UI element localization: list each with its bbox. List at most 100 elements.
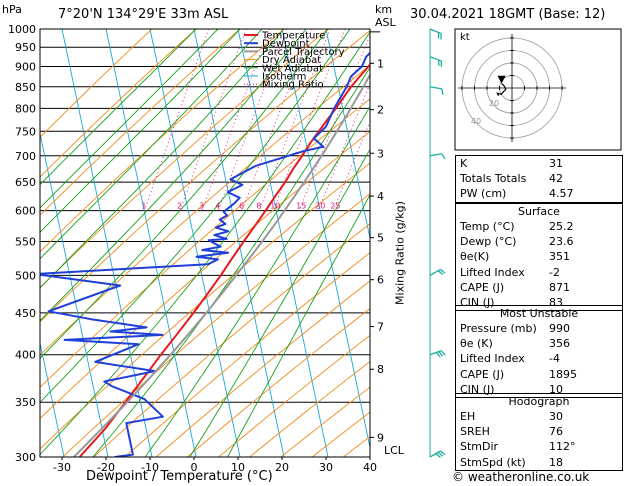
mixing-ratio-label: 15 [296,202,306,211]
index-row: Lifted Index -4 [460,352,560,366]
height-unit: km [375,3,393,16]
pressure-tick-label: 350 [15,396,36,409]
dry-adiabat-line [40,29,329,289]
isotherm-line [149,29,241,457]
km-tick-label: 5 [377,232,384,245]
wet-adiabat-line [40,29,329,360]
wind-barb-staff [429,28,442,35]
hodograph-title: Hodograph [508,395,570,408]
wind-barb-flag [437,451,444,457]
pressure-tick-label: 650 [15,176,36,189]
wet-adiabat-line [227,193,370,457]
pressure-tick-label: 600 [15,205,36,218]
pressure-tick-label: 750 [15,125,36,138]
wet-adiabat-line [40,29,307,322]
dry-adiabat-line [40,64,370,356]
km-tick-label: 1 [377,57,384,70]
dry-adiabat-line [124,252,370,457]
pressure-tick-label: 400 [15,349,36,362]
mixing-ratio-line [179,29,247,211]
footer-credit: © weatheronline.co.uk [452,470,590,484]
x-tick-label: -20 [97,461,115,474]
legend-label: Dewpoint [262,39,310,50]
wet-adiabat-line [189,148,370,457]
mixing-ratio-label: 20 [315,202,325,211]
legend-label: Temperature [261,31,325,42]
wind-barb-staff [429,86,442,90]
hodograph-unit: kt [460,32,470,43]
height-ref: ASL [375,16,396,29]
hodograph-frame [454,28,622,151]
wind-barb-flag [441,88,444,95]
x-tick-label: 10 [231,461,245,474]
km-tick-label: 7 [377,321,384,334]
mixing-ratio-label: 3 [199,202,204,211]
mixing-ratio-line [217,29,288,211]
index-row: CAPE (J) 1895 [460,367,577,381]
dry-adiabat-line [40,29,241,216]
km-tick-label: 6 [377,274,384,287]
wind-barb-flag [435,453,441,458]
wind-barb-flag [439,450,446,456]
legend-label: Isotherm [262,72,306,83]
indices-top-box: K 31 Totals Totals 42 PW (cm) 4.57 [455,155,623,203]
wet-adiabat-line [40,29,197,186]
dry-adiabat-line [40,162,370,450]
pressure-tick-label: 550 [15,236,36,249]
x-tick-label: 0 [191,461,198,474]
wind-barb-flag [438,351,444,357]
pressure-tick-label: 450 [15,307,36,320]
mixing-ratio-label: 4 [215,202,220,211]
index-row: Totals Totals 42 [460,172,563,186]
pressure-unit: hPa [2,3,22,16]
isotherm-line [237,29,329,457]
index-row: θe (K) 356 [460,337,570,351]
hodograph-ring-label: 40 [471,117,481,126]
isotherm-line [281,29,370,450]
index-row: SREH 76 [460,425,563,439]
wet-adiabat-line [40,29,241,233]
mixing-ratio-label: 25 [330,202,340,211]
km-tick-label: 3 [377,147,384,160]
dry-adiabat-line [40,29,285,253]
km-tick-label: 4 [377,190,384,203]
location-title: 7°20'N 134°29'E 33m ASL [58,7,229,22]
pressure-tick-label: 500 [15,269,36,282]
isotherm-line [193,29,285,457]
dry-adiabat-line [187,307,370,457]
index-row: Pressure (mb) 990 [460,322,570,335]
pressure-tick-label: 800 [15,102,36,115]
dry-adiabat-line [218,334,370,457]
plot-frame [39,28,371,458]
index-row: CIN (J) 10 [460,382,563,396]
index-row: StmSpd (kt) 18 [460,455,563,469]
wet-adiabat-line [40,29,285,289]
pressure-tick-label: 300 [15,451,36,464]
index-row: Dewp (°C) 23.6 [460,235,574,249]
dry-adiabat-line [40,30,370,323]
pressure-tick-label: 1000 [8,23,36,36]
wind-barb-flag [441,153,446,160]
x-axis-title: Dewpoint / Temperature (°C) [86,469,273,484]
mixing-ratio-label: 6 [239,202,244,211]
legend-label: Parcel Trajectory [262,47,345,58]
pressure-tick-label: 950 [15,41,36,54]
index-row: StmDir 112° [460,440,576,454]
pressure-tick-label: 700 [15,150,36,163]
index-row: Lifted Index -2 [460,265,560,279]
index-row: EH 30 [460,410,563,423]
wind-barb-flag [440,350,446,356]
mixing-ratio-line [143,29,210,211]
datetime-title: 30.04.2021 18GMT (Base: 12) [410,7,606,22]
pressure-tick-label: 850 [15,81,36,94]
storm-motion-marker [497,75,506,84]
lcl-label: LCL [384,444,404,457]
x-tick-label: -30 [53,461,71,474]
dry-adiabat-line [155,280,370,457]
mixing-ratio-line [332,120,370,211]
most-unstable-title: Most Unstable [499,307,579,320]
most-unstable-box: Most Unstable Pressure (mb) 990 θe (K) 356… [455,305,623,398]
mixing-ratio-label: 10 [270,202,280,211]
legend-label: Dry Adiabat [262,55,321,66]
